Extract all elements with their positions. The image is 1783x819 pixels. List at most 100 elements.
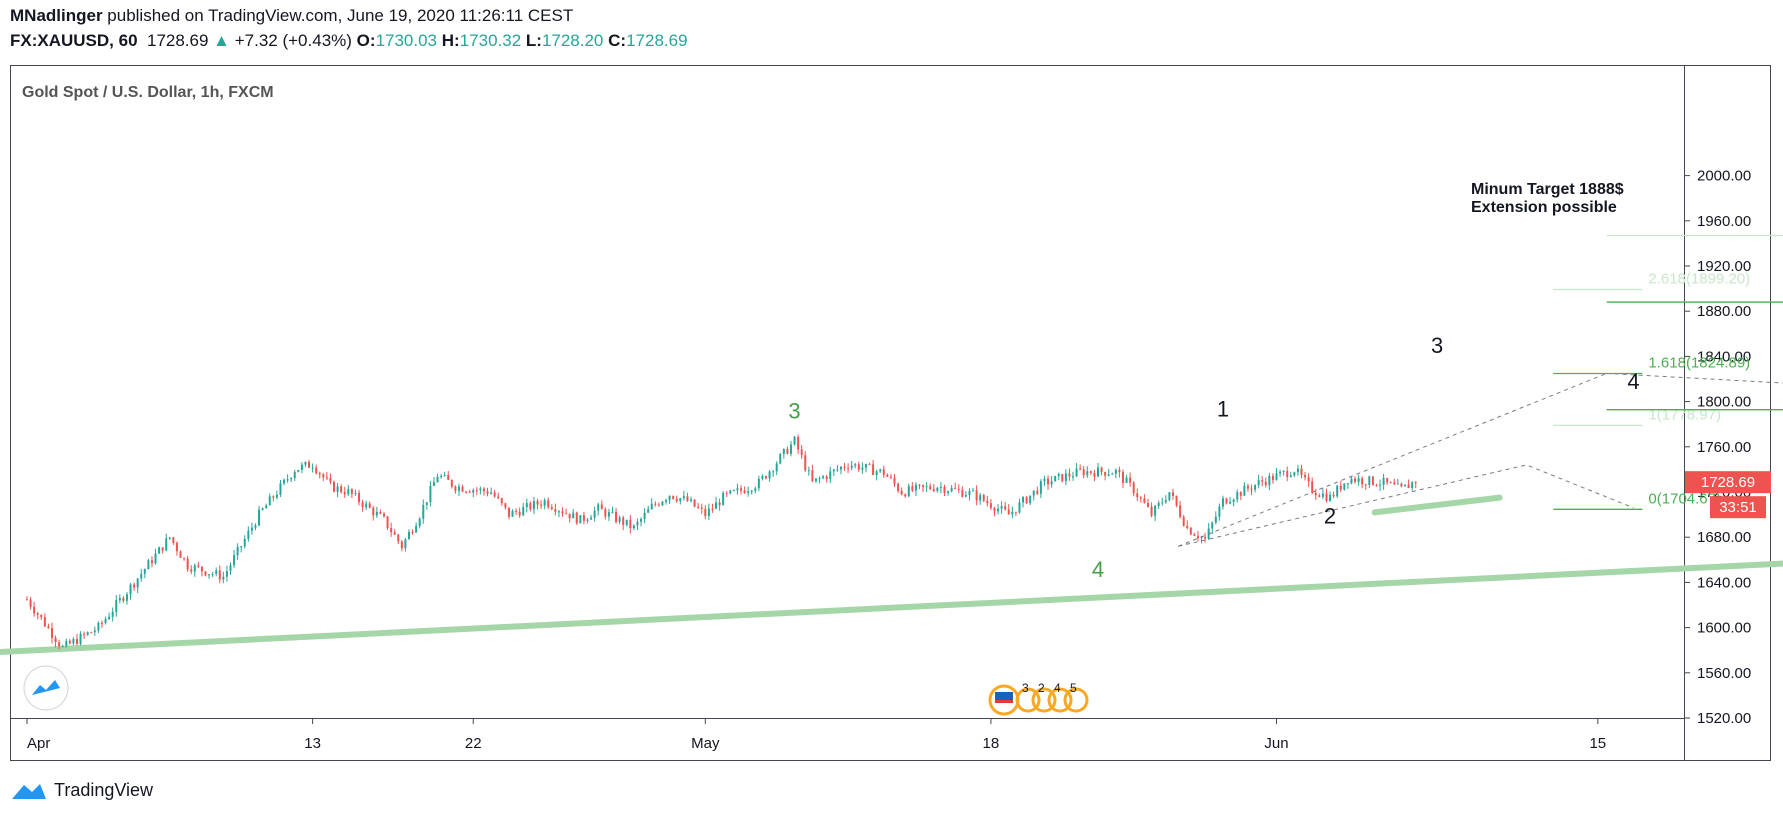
candle-body xyxy=(897,483,900,491)
candle-body xyxy=(822,476,825,479)
candle-body xyxy=(482,488,485,492)
candle-body xyxy=(347,489,350,495)
candle-body xyxy=(150,560,153,564)
candle-body xyxy=(154,553,157,564)
price-tick-label: 2000.00 xyxy=(1697,168,1751,185)
candle-body xyxy=(272,496,275,498)
candle-body xyxy=(1293,472,1296,476)
candle-body xyxy=(914,484,917,491)
candle-body xyxy=(1364,484,1367,486)
candle-body xyxy=(1114,469,1117,474)
candle-body xyxy=(58,642,61,647)
candle-body xyxy=(1257,480,1260,485)
candle-body xyxy=(836,469,839,471)
candle-body xyxy=(793,436,796,445)
candle-body xyxy=(929,486,932,490)
candle-body xyxy=(1375,484,1378,486)
candle-body xyxy=(936,487,939,491)
candle-body xyxy=(657,504,660,506)
price-axis: 1520.001560.001600.001640.001680.001720.… xyxy=(1684,168,1751,727)
candle-body xyxy=(1400,483,1403,487)
candle-body xyxy=(625,519,628,525)
price-tick-label: 1520.00 xyxy=(1697,710,1751,727)
candle-body xyxy=(486,491,489,494)
candle-body xyxy=(925,486,928,488)
timer-badge-text: 33:51 xyxy=(1719,499,1757,516)
candle-body xyxy=(593,510,596,518)
candle-body xyxy=(1139,497,1142,499)
candle-body xyxy=(393,532,396,535)
candle-body xyxy=(322,474,325,478)
candle-body xyxy=(1325,493,1328,501)
candle-body xyxy=(1032,490,1035,496)
candle-body xyxy=(1332,494,1335,497)
candle-body xyxy=(954,487,957,489)
candle-body xyxy=(200,566,203,572)
candle-body xyxy=(1304,475,1307,478)
candle-body xyxy=(90,632,93,634)
footer-brand[interactable]: TradingView xyxy=(54,780,154,800)
candle-body xyxy=(308,461,311,468)
candle-body xyxy=(318,473,321,475)
candle-body xyxy=(1072,476,1075,478)
candle-body xyxy=(1004,506,1007,510)
candle-body xyxy=(1200,537,1203,539)
candle-body xyxy=(208,574,211,576)
candle-body xyxy=(536,500,539,505)
candle-body xyxy=(743,490,746,493)
candle-body xyxy=(932,489,935,491)
candle-body xyxy=(957,488,960,490)
candle-body xyxy=(1243,485,1246,496)
candle-body xyxy=(647,509,650,513)
candle-body xyxy=(165,538,168,551)
candle-body xyxy=(997,508,1000,512)
open-value: 1730.03 xyxy=(375,31,438,50)
candle-body xyxy=(986,500,989,504)
high-label: H: xyxy=(441,31,460,50)
candle-body xyxy=(1064,473,1067,482)
candle-body xyxy=(265,505,268,509)
candle-body xyxy=(693,499,696,507)
candle-body xyxy=(875,471,878,476)
candle-body xyxy=(1336,485,1339,497)
candle-body xyxy=(886,474,889,477)
candle-body xyxy=(250,527,253,531)
candle-body xyxy=(797,436,800,450)
candle-body xyxy=(1118,469,1121,473)
candle-body xyxy=(1057,474,1060,477)
publish-info: MNadlinger published on TradingView.com,… xyxy=(10,6,573,26)
candle-body xyxy=(764,476,767,479)
candle-body xyxy=(1104,472,1107,476)
candle-body xyxy=(97,622,100,631)
candle-body xyxy=(140,573,143,579)
candle-body xyxy=(61,646,64,648)
candle-body xyxy=(839,466,842,470)
wave-label: 3 xyxy=(1431,333,1443,358)
author-name[interactable]: MNadlinger xyxy=(10,6,103,25)
candle-body xyxy=(26,599,28,601)
candle-body xyxy=(175,542,178,552)
candle-body xyxy=(943,487,946,493)
candle-body xyxy=(843,466,846,468)
candle-body xyxy=(375,512,378,516)
dashed-line xyxy=(1178,372,1607,547)
candle-body xyxy=(429,485,432,503)
candle-body xyxy=(961,489,964,497)
candle-body xyxy=(904,494,907,497)
candle-body xyxy=(800,449,803,456)
candle-body xyxy=(400,541,403,549)
candle-body xyxy=(383,513,385,517)
candle-body xyxy=(136,578,139,588)
candle-body xyxy=(372,507,375,516)
tradingview-logo-button[interactable] xyxy=(23,665,69,711)
wave-label: 3 xyxy=(788,399,800,424)
candle-body xyxy=(1379,484,1382,486)
candle-body xyxy=(268,496,271,506)
candle-body xyxy=(1089,471,1092,474)
candle-body xyxy=(511,510,514,517)
candle-body xyxy=(715,502,718,509)
candle-body xyxy=(161,547,164,551)
candle-body xyxy=(186,558,189,570)
